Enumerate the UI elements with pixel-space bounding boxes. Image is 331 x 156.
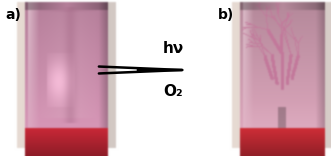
Text: b): b) [218,8,234,22]
Text: hν: hν [163,41,184,56]
Text: a): a) [5,8,21,22]
Text: O₂: O₂ [163,84,183,99]
